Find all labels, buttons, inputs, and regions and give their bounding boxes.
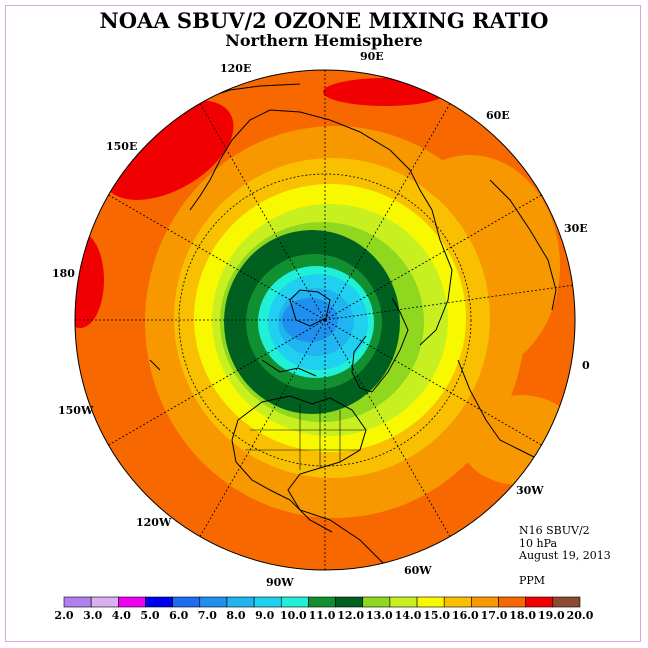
colorbar-swatch xyxy=(362,596,391,608)
coast-pacific-america xyxy=(231,419,333,533)
colorbar-label: 12.0 xyxy=(337,609,364,622)
colorbar-label: 14.0 xyxy=(395,609,422,622)
colorbar-swatch xyxy=(253,596,282,608)
colorbar-label: 8.0 xyxy=(226,609,245,622)
colorbar-label: 4.0 xyxy=(112,609,131,622)
units-label: PPM xyxy=(519,574,546,587)
colorbar-swatch xyxy=(389,596,418,608)
longitude-label: 90W xyxy=(266,576,294,589)
coast-siberia xyxy=(219,109,411,171)
coast-canada-arctic xyxy=(261,359,317,377)
colorbar-label: 20.0 xyxy=(567,609,594,622)
longitude-label: 60E xyxy=(486,109,510,122)
meridian-line xyxy=(324,284,573,321)
longitude-label: 120W xyxy=(136,516,172,529)
band-18-19-dateline xyxy=(75,232,104,328)
meridian-line xyxy=(199,319,326,537)
longitude-labels: 0 30E 60E 90E 120E 150E 180 150W 120W 90W 60W 30W xyxy=(52,50,590,589)
globe-outline xyxy=(74,69,576,571)
colorbar-swatch xyxy=(63,596,92,608)
band-6-7 xyxy=(282,298,338,342)
colorbar-swatch xyxy=(335,596,364,608)
colorbar-label: 7.0 xyxy=(198,609,217,622)
colorbar-swatch xyxy=(280,596,309,608)
meridian-line xyxy=(324,319,451,537)
meridian-line xyxy=(108,194,326,321)
longitude-label: 60W xyxy=(404,564,432,577)
colorbar-label: 18.0 xyxy=(509,609,536,622)
colorbar-swatch xyxy=(525,596,554,608)
coast-greenland-east xyxy=(371,297,409,393)
longitude-label: 150E xyxy=(106,140,137,153)
colorbar-swatch xyxy=(552,596,581,608)
longitude-label: 0 xyxy=(582,359,590,372)
colorbar-swatch xyxy=(498,596,526,608)
colorbar-swatch xyxy=(90,596,119,608)
longitude-label: 30W xyxy=(516,484,544,497)
meridian-line xyxy=(324,194,542,321)
colorbar-label: 16.0 xyxy=(452,609,479,622)
colorbar-swatch xyxy=(118,596,146,608)
colorbar: 2.0 3.0 4.0 5.0 6.0 7.0 8.0 9.0 10.0 11.0 12.0 13.0… xyxy=(54,596,594,622)
coast-aleutian xyxy=(149,359,161,371)
colorbar-swatch xyxy=(416,596,445,608)
colorbar-swatch xyxy=(443,596,472,608)
colorbar-label: 5.0 xyxy=(140,609,159,622)
map-subtitle: Northern Hemisphere xyxy=(225,31,423,50)
colorbar-label: 13.0 xyxy=(366,609,393,622)
coast-kamchatka xyxy=(189,159,221,211)
colorbar-swatch xyxy=(145,596,173,608)
meridian-line xyxy=(108,319,326,446)
longitude-label: 120E xyxy=(220,62,251,75)
colorbar-swatch xyxy=(471,596,499,608)
colorbar-swatch xyxy=(199,596,228,608)
colorbar-swatch xyxy=(172,596,201,608)
colorbar-swatch xyxy=(308,596,336,608)
longitude-label: 150W xyxy=(58,404,94,417)
us-state-lines xyxy=(245,404,365,470)
meridian-line xyxy=(324,319,542,446)
colorbar-label: 19.0 xyxy=(538,609,565,622)
colorbar-label: 15.0 xyxy=(423,609,450,622)
colorbar-label: 9.0 xyxy=(255,609,274,622)
longitude-label: 90E xyxy=(360,50,384,63)
coast-scandinavia xyxy=(409,169,453,346)
pressure-level-label: 10 hPa xyxy=(519,537,558,550)
colorbar-label: 3.0 xyxy=(83,609,102,622)
colorbar-label: 6.0 xyxy=(169,609,188,622)
colorbar-label: 17.0 xyxy=(481,609,508,622)
date-label: August 19, 2013 xyxy=(519,549,611,562)
colorbar-swatch xyxy=(226,596,255,608)
map-title: NOAA SBUV/2 OZONE MIXING RATIO xyxy=(99,8,549,33)
coast-asia-west xyxy=(489,179,557,311)
colorbar-label: 11.0 xyxy=(309,609,336,622)
colorbar-label: 2.0 xyxy=(54,609,73,622)
longitude-label: 180 xyxy=(52,267,75,280)
meridian-line xyxy=(199,103,326,321)
coast-greenland-west xyxy=(351,335,373,393)
colorbar-label: 10.0 xyxy=(280,609,307,622)
meridians xyxy=(75,70,573,570)
figure-frame xyxy=(5,5,641,642)
graticule xyxy=(75,70,573,570)
instrument-label: N16 SBUV/2 xyxy=(519,524,590,537)
longitude-label: 30E xyxy=(564,222,588,235)
meridian-line xyxy=(324,103,451,321)
coast-arctic-islands xyxy=(289,289,331,327)
